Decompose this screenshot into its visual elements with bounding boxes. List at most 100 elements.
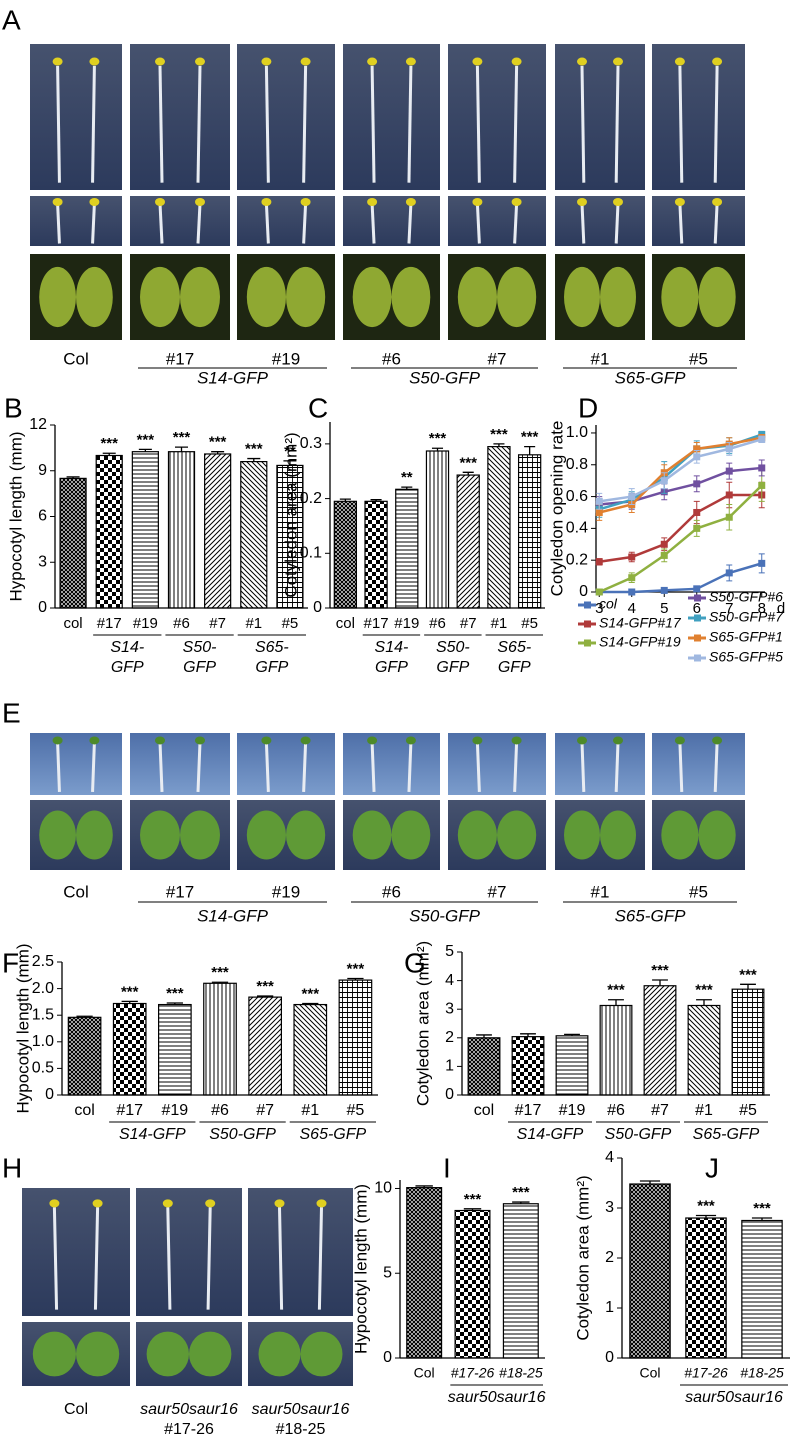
cotyledon [600,810,636,860]
hypocotyl [678,65,684,183]
significance: *** [512,1184,530,1201]
hypocotyl [302,203,308,244]
error-bar [524,445,536,455]
error-bar [463,1208,482,1211]
cotyledon [205,1199,216,1208]
significance: *** [211,964,229,981]
y-tick-label: 3 [605,1199,614,1216]
hypocotyl [678,742,684,792]
hypocotyl [713,203,719,244]
error-bar [415,1185,433,1188]
cotyledon [180,810,220,860]
cotyledon [367,736,378,745]
hypocotyl [678,203,684,244]
x-tick-label: 8 [758,600,766,617]
photo [652,44,745,190]
bar [293,1003,328,1096]
photo [30,196,122,246]
x-tick-label: #17-26 [451,1365,495,1381]
cotyledon [261,198,272,206]
image-label: #5 [689,882,708,901]
image-label: Col [63,349,89,368]
group-label: S14-GFP [197,368,269,387]
image-label: #6 [382,349,401,368]
group-label: S50-GFP [409,368,481,387]
hypocotyl [196,203,202,244]
image-label: #19 [272,349,300,368]
bar [95,454,123,609]
cotyledon [92,1199,103,1208]
marker [758,559,766,567]
cotyledon [352,266,392,328]
y-tick-label: 2 [445,1029,454,1046]
significance: *** [695,982,713,999]
cotyledon [712,57,723,66]
cotyledon [316,1199,327,1208]
error-bar [696,999,712,1006]
image-label: saur50saur16 [140,1401,238,1418]
group-label: GFP [255,659,288,676]
hypocotyl [264,203,270,244]
cotyledon [49,1199,60,1208]
marker [595,508,603,516]
y-tick-label: 0 [605,1349,614,1366]
marker [660,540,668,548]
error-bar [211,451,225,454]
cotyledon [457,266,497,328]
hypocotyl [56,742,61,792]
bar [364,500,388,609]
marker [693,445,701,453]
cotyledon [472,736,483,745]
hypocotyl [713,742,719,792]
hypocotyl [614,65,620,183]
error-bar [608,999,624,1006]
y-tick-label: 1 [445,1058,454,1075]
bar [456,474,480,609]
y-tick-label: 10 [374,1180,392,1197]
hypocotyl [407,203,413,244]
x-tick-label: 4 [628,600,636,617]
marker [693,585,701,593]
error-bar [476,1034,492,1038]
y-tick-label: 1.0 [566,424,588,441]
image-label: Col [64,1401,88,1418]
hypocotyl [91,203,96,244]
x-tick-label: #7 [651,1102,669,1119]
x-tick-label: #7 [460,615,477,632]
hypocotyl [370,65,376,183]
cotyledon [698,266,736,328]
hypocotyl [56,203,61,244]
cotyledon [367,57,378,66]
group-label: GFP [436,659,469,676]
group-label: GFP [111,659,144,676]
error-bar [751,1217,773,1221]
hypocotyl [475,742,481,792]
photo [237,733,335,795]
x-tick-label: 7 [725,600,733,617]
hypocotyl [91,65,96,183]
photo [343,196,440,246]
group-label: GFP [183,659,216,676]
legend-marker [694,654,701,662]
hypocotyl [580,203,586,244]
panel-letter: D [578,392,598,423]
y-tick-label: 2.5 [32,953,54,970]
hypocotyl [93,1207,100,1310]
cotyledon [155,57,165,66]
error-bar [302,1002,319,1005]
cotyledon [564,810,600,860]
significance: *** [464,1191,482,1208]
x-tick-label: #7 [209,615,226,632]
series-line [598,436,762,514]
hypocotyl [56,65,61,183]
hypocotyl [91,742,96,792]
x-tick-label: #17 [364,615,389,632]
y-tick-label: 3 [38,553,47,570]
x-tick-label: col [74,1102,94,1119]
significance: *** [459,454,477,471]
error-bar [121,1000,138,1004]
series-line [599,438,763,503]
y-axis-label: Cotyledon area (mm²) [573,1175,592,1340]
bar [502,1203,539,1359]
bar [517,454,542,609]
